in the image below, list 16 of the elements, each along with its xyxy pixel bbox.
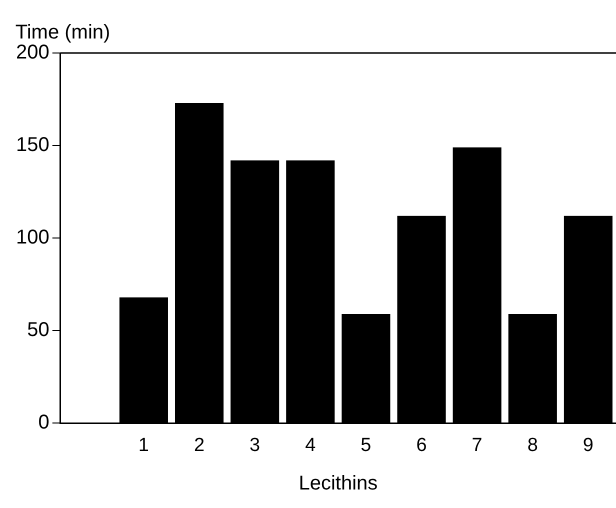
y-axis-title: Time (min) (15, 22, 110, 44)
x-tick-label: 1 (138, 434, 150, 456)
x-tick-label: 7 (472, 434, 482, 456)
x-tick-label: 9 (582, 434, 594, 456)
x-axis-title: Lecithins (298, 472, 378, 495)
y-tick-label: 0 (38, 412, 50, 434)
y-tick-label: 150 (16, 134, 50, 156)
y-tick-label: 50 (27, 319, 50, 342)
x-tick-label: 3 (250, 434, 260, 456)
y-tick-label: 200 (16, 42, 50, 64)
x-tick-label: 5 (360, 434, 372, 456)
y-tick-label: 100 (16, 226, 50, 249)
x-tick-label: 4 (305, 434, 316, 456)
x-tick-label: 6 (416, 434, 427, 456)
x-tick-label: 8 (527, 434, 538, 456)
x-tick-label: 2 (194, 434, 205, 456)
